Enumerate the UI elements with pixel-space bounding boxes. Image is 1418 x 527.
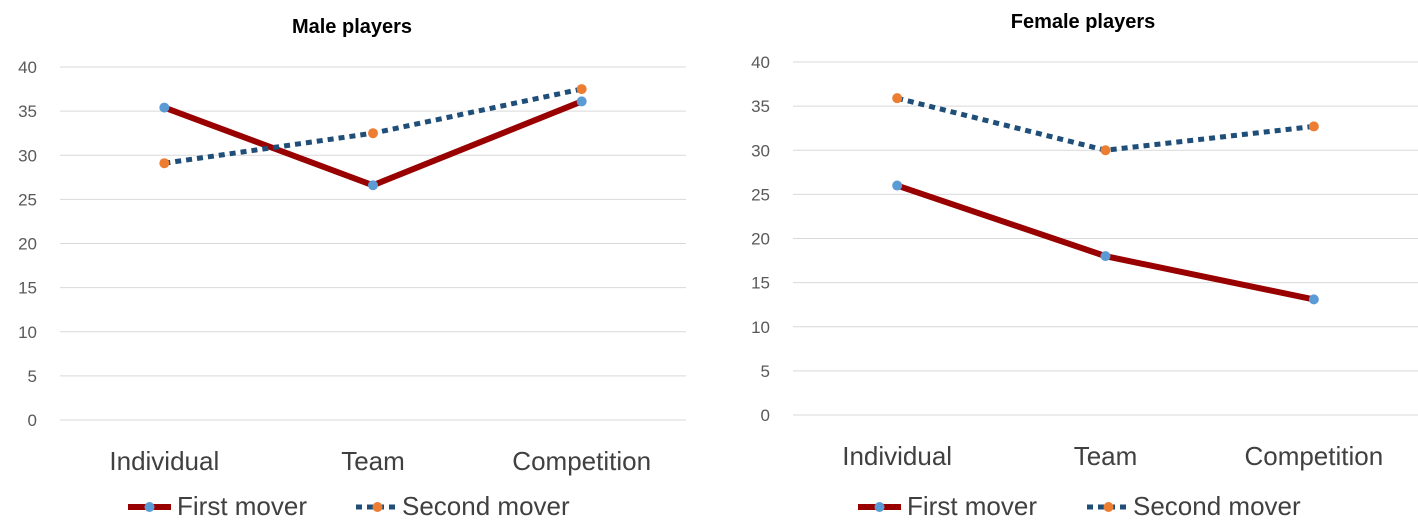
y-tick-label: 0 bbox=[761, 406, 770, 425]
y-tick-label: 15 bbox=[751, 274, 770, 293]
data-point bbox=[892, 180, 903, 191]
y-tick-label: 35 bbox=[18, 102, 37, 121]
y-axis-tick-labels: 0 5 10 15 20 25 30 35 40 bbox=[751, 53, 770, 425]
y-tick-label: 0 bbox=[28, 411, 37, 430]
y-tick-label: 5 bbox=[28, 367, 37, 386]
gridlines bbox=[793, 61, 1418, 416]
series-first-mover bbox=[892, 180, 1319, 305]
legend-item: Second mover bbox=[356, 491, 570, 521]
data-point bbox=[1308, 121, 1319, 132]
data-point bbox=[1100, 145, 1111, 156]
y-tick-label: 10 bbox=[751, 318, 770, 337]
data-point bbox=[892, 93, 903, 104]
data-point bbox=[368, 128, 378, 139]
legend-swatch-marker bbox=[874, 502, 885, 512]
legend-item: Second mover bbox=[1087, 491, 1301, 521]
y-axis-tick-labels: 0 5 10 15 20 25 30 35 40 bbox=[18, 58, 37, 430]
y-tick-label: 25 bbox=[751, 185, 770, 204]
legend-item: First mover bbox=[858, 491, 1037, 521]
data-point bbox=[368, 180, 378, 191]
chart-title: Female players bbox=[1011, 11, 1156, 33]
legend-label: First mover bbox=[907, 491, 1037, 521]
x-tick-label: Individual bbox=[842, 441, 952, 471]
chart-title: Male players bbox=[292, 16, 412, 38]
y-tick-label: 40 bbox=[18, 58, 37, 77]
legend-swatch-marker bbox=[1103, 502, 1114, 512]
gridlines bbox=[60, 66, 686, 421]
legend: First mover Second mover bbox=[128, 491, 570, 521]
x-tick-label: Individual bbox=[109, 446, 219, 476]
legend-label: First mover bbox=[177, 491, 307, 521]
data-point bbox=[159, 102, 170, 113]
x-tick-label: Team bbox=[341, 446, 405, 476]
data-point bbox=[1100, 251, 1111, 262]
y-tick-label: 35 bbox=[751, 97, 770, 116]
data-point bbox=[576, 96, 587, 107]
series-second-mover bbox=[892, 93, 1319, 156]
legend-label: Second mover bbox=[402, 491, 570, 521]
x-tick-label: Competition bbox=[512, 446, 651, 476]
y-tick-label: 40 bbox=[751, 53, 770, 72]
y-tick-label: 15 bbox=[18, 279, 37, 298]
x-tick-label: Team bbox=[1074, 441, 1138, 471]
series-second-mover bbox=[159, 84, 587, 169]
x-tick-label: Competition bbox=[1244, 441, 1383, 471]
chart-male-players: Male players 0 5 10 15 20 25 30 35 40 Individual T… bbox=[18, 16, 686, 521]
x-axis-tick-labels: Individual Team Competition bbox=[109, 446, 651, 476]
y-tick-label: 5 bbox=[761, 362, 770, 381]
legend-swatch-marker bbox=[144, 502, 155, 512]
legend-swatch-marker bbox=[372, 502, 383, 512]
chart-female-players: Female players 0 5 10 15 20 25 30 35 40 Individua… bbox=[751, 11, 1418, 521]
data-point bbox=[159, 158, 170, 169]
y-tick-label: 20 bbox=[18, 235, 37, 254]
y-tick-label: 10 bbox=[18, 323, 37, 342]
y-tick-label: 25 bbox=[18, 190, 37, 209]
x-axis-tick-labels: Individual Team Competition bbox=[842, 441, 1383, 471]
series-line bbox=[163, 98, 583, 189]
data-point bbox=[576, 84, 587, 95]
legend: First mover Second mover bbox=[858, 491, 1301, 521]
data-point bbox=[1308, 294, 1319, 305]
series-first-mover bbox=[159, 96, 587, 191]
y-tick-label: 30 bbox=[18, 146, 37, 165]
legend-label: Second mover bbox=[1133, 491, 1301, 521]
y-tick-label: 20 bbox=[751, 230, 770, 249]
legend-item: First mover bbox=[128, 491, 307, 521]
y-tick-label: 30 bbox=[751, 141, 770, 160]
